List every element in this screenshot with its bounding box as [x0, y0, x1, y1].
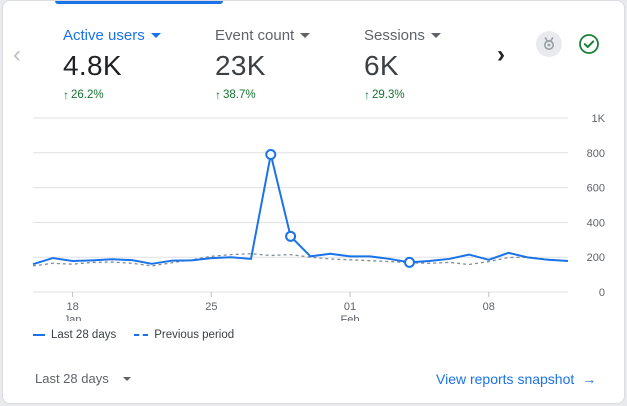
y-tick-label: 800: [587, 148, 605, 160]
metric-delta-text: 38.7%: [223, 89, 256, 101]
legend-item-current: Last 28 days: [33, 329, 116, 341]
status-check-button[interactable]: [576, 31, 602, 57]
y-tick-label: 400: [587, 217, 605, 229]
legend-dashed-swatch: [134, 334, 149, 336]
metric-label-text: Active users: [63, 27, 145, 44]
chevron-right-icon[interactable]: ›: [497, 41, 505, 68]
metric-delta: ↑ 29.3%: [364, 88, 441, 102]
metric-delta: ↑ 38.7%: [215, 88, 310, 102]
x-tick-day: 25: [205, 301, 217, 313]
metric-value: 4.8K: [63, 50, 122, 81]
check-circle-icon: [579, 34, 599, 54]
y-tick-label: 0: [599, 287, 605, 299]
metric-label: Active users: [63, 27, 161, 44]
arrow-right-icon: →: [582, 371, 597, 387]
insights-button[interactable]: [536, 31, 562, 57]
legend-item-previous: Previous period: [134, 329, 234, 341]
date-range-dropdown[interactable]: Last 28 days: [35, 371, 131, 386]
arrow-up-icon: ↑: [364, 88, 370, 102]
arrow-up-icon: ↑: [63, 88, 69, 102]
series-last-28-days-line: [32, 153, 569, 266]
legend-solid-swatch: [33, 334, 45, 336]
caret-down-icon: [300, 33, 311, 38]
view-link-text: View reports snapshot: [436, 371, 575, 387]
insights-icon: [544, 37, 554, 50]
arrow-up-icon: ↑: [215, 88, 221, 102]
metric-value: 6K: [364, 50, 399, 81]
view-reports-snapshot-link[interactable]: View reports snapshot →: [436, 371, 596, 387]
y-tick-label: 1K: [592, 113, 606, 125]
active-tab-indicator: [55, 1, 223, 4]
caret-down-icon: [150, 33, 161, 38]
metric-delta-text: 29.3%: [372, 89, 405, 101]
metric-label: Event count: [215, 27, 311, 44]
x-tick-month: Jan: [64, 314, 82, 321]
caret-down-icon: [430, 33, 441, 38]
x-tick-day: 08: [483, 301, 495, 313]
metric-value: 23K: [215, 50, 266, 81]
metric-delta: ↑ 26.2%: [63, 88, 161, 102]
legend-label: Last 28 days: [51, 329, 117, 341]
date-range-label: Last 28 days: [35, 371, 109, 386]
data-point-marker: [285, 230, 297, 242]
metric-tab-event-count[interactable]: Event count 23K ↑ 38.7%: [215, 27, 311, 102]
data-point-marker: [403, 256, 415, 268]
y-tick-label: 200: [587, 252, 605, 264]
chevron-left-icon[interactable]: ‹: [13, 41, 21, 68]
x-tick-day: 18: [67, 301, 79, 313]
metric-label-text: Event count: [215, 27, 295, 44]
metric-label: Sessions: [364, 27, 441, 44]
data-point-marker: [265, 149, 277, 161]
x-tick-day: 01: [344, 301, 356, 313]
metric-label-text: Sessions: [364, 27, 425, 44]
y-tick-label: 600: [587, 183, 605, 195]
chart-legend: Last 28 days Previous period: [33, 329, 234, 341]
metric-tab-active-users[interactable]: Active users 4.8K ↑ 26.2%: [63, 27, 161, 102]
legend-label: Previous period: [154, 329, 235, 341]
metric-delta-text: 26.2%: [71, 89, 104, 101]
metric-tab-sessions[interactable]: Sessions 6K ↑ 29.3%: [364, 27, 441, 102]
x-tick-month: Feb: [341, 314, 360, 321]
caret-down-icon: [122, 376, 131, 381]
